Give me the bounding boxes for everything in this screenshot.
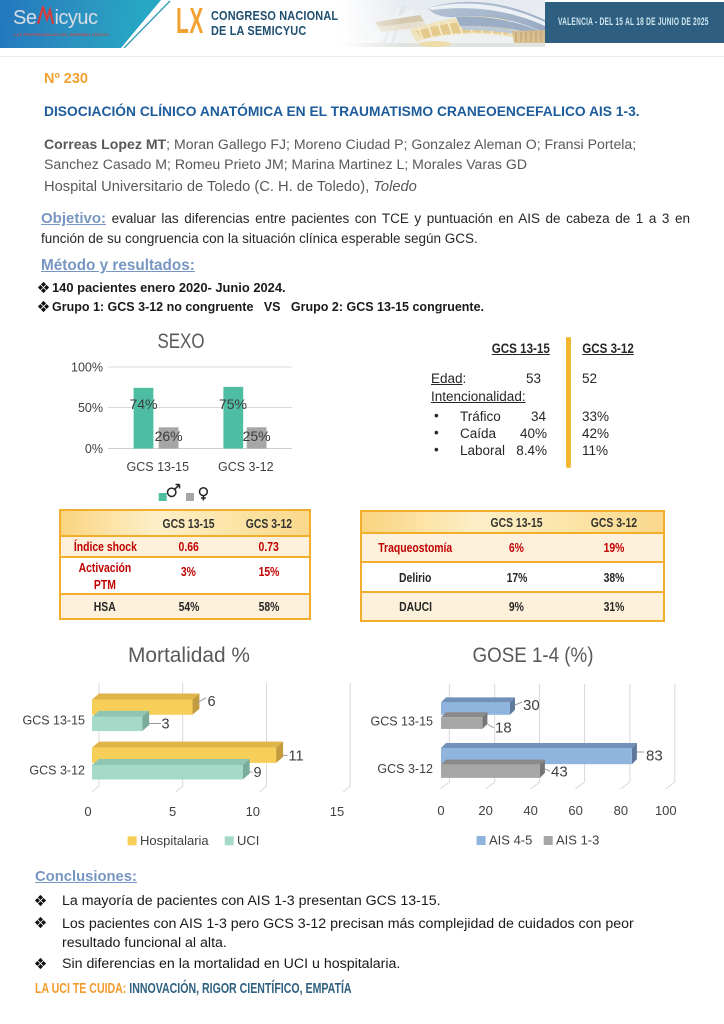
svg-text:Mortalidad %: Mortalidad % <box>128 643 250 667</box>
svg-text:83: 83 <box>646 748 663 765</box>
svg-text:26%: 26% <box>155 428 183 444</box>
svg-text:3: 3 <box>162 717 170 733</box>
svg-text:100%: 100% <box>71 361 103 375</box>
svg-text:GCS 3-12: GCS 3-12 <box>377 762 433 776</box>
svg-text:50%: 50% <box>78 401 103 415</box>
svg-text:43: 43 <box>551 764 568 781</box>
svg-text:60: 60 <box>568 803 582 818</box>
svg-text:GCS 13-15: GCS 13-15 <box>127 460 190 474</box>
svg-text:AIS 4-5: AIS 4-5 <box>489 833 532 848</box>
svg-text:18: 18 <box>495 720 512 737</box>
svg-text:0: 0 <box>84 804 91 819</box>
svg-text:UCI: UCI <box>237 833 259 848</box>
svg-text:40: 40 <box>523 803 537 818</box>
svg-text:GCS 13-15: GCS 13-15 <box>370 715 433 729</box>
svg-text:GCS 3-12: GCS 3-12 <box>218 460 274 474</box>
svg-text:100: 100 <box>655 803 677 818</box>
svg-text:11: 11 <box>289 749 304 765</box>
svg-text:25%: 25% <box>243 428 271 444</box>
svg-text:20: 20 <box>478 803 492 818</box>
svg-text:0%: 0% <box>85 442 103 456</box>
svg-text:9: 9 <box>254 765 262 781</box>
svg-text:30: 30 <box>523 697 540 714</box>
svg-text:0: 0 <box>437 803 444 818</box>
svg-text:15: 15 <box>330 804 344 819</box>
svg-text:AIS 1-3: AIS 1-3 <box>556 833 599 848</box>
svg-text:GCS 3-12: GCS 3-12 <box>29 764 85 778</box>
svg-text:GCS 13-15: GCS 13-15 <box>22 714 85 728</box>
svg-text:80: 80 <box>614 803 628 818</box>
svg-text:6: 6 <box>208 694 216 710</box>
svg-text:Hospitalaria: Hospitalaria <box>140 833 209 848</box>
svg-text:5: 5 <box>169 804 176 819</box>
svg-text:75%: 75% <box>219 396 247 412</box>
svg-text:74%: 74% <box>129 396 157 412</box>
svg-text:SEXO: SEXO <box>158 330 205 353</box>
svg-text:10: 10 <box>246 804 260 819</box>
svg-text:GOSE 1-4 (%): GOSE 1-4 (%) <box>473 643 594 667</box>
